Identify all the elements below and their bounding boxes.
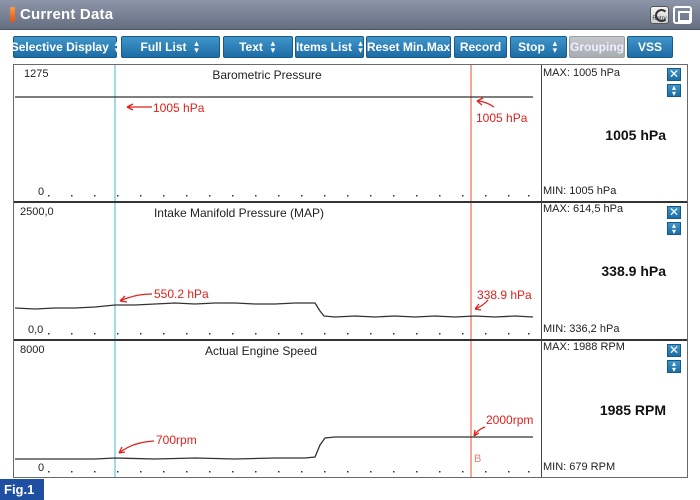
reset-min-max-button[interactable]: Reset Min.Max [366,36,451,58]
y-max-label: 2500,0 [20,206,54,218]
items-list-button[interactable]: Items List ▴ ▾ [295,36,364,58]
cursor-b-value: 2000rpm [486,413,534,427]
full-list-button[interactable]: Full List ▴ ▾ [121,36,220,58]
retry-label: Retry [652,16,667,22]
data-trace [15,302,534,318]
cursor-b-arrow [474,299,489,311]
items-list-label: Items List [296,40,353,54]
figure-label: Fig.1 [0,479,44,500]
current-value: 338.9 hPa [601,263,666,279]
cursor-b-value: 338.9 hPa [477,288,532,302]
max-value: MAX: 614,5 hPa [543,203,624,215]
stop-label: Stop [518,40,545,54]
graph-canvas [15,203,534,339]
info-barometric-pressure: MAX: 1005 hPa ✕ ▴ ▾ 1005 hPa MIN: 1005 hP… [542,65,687,201]
cursor-b-marker: B [474,453,482,465]
cursor-a-arrow [126,103,152,111]
title-marker-icon [10,7,15,22]
window-title: Current Data [20,6,114,23]
graph-canvas [15,65,533,201]
close-icon[interactable]: ✕ [667,205,681,219]
cursor-a-value: 700rpm [156,433,197,447]
cursor-b-arrow [473,426,486,437]
y-min-label: 0 [38,462,45,474]
expand-vertical-icon[interactable]: ▴ ▾ [667,360,681,374]
max-value: MAX: 1005 hPa [543,67,621,79]
expand-vertical-icon[interactable]: ▴ ▾ [667,84,681,98]
current-value: 1985 RPM [599,402,666,418]
y-max-label: 8000 [20,344,45,356]
full-list-label: Full List [140,40,187,54]
graph-actual-engine-speed[interactable]: 8000 Actual Engine Speed 0 700rpm 2000rp… [15,341,537,477]
cursor-a-arrow [119,293,153,303]
cursor-a-value: 1005 hPa [153,101,205,115]
close-icon[interactable]: ✕ [667,343,681,357]
graph-info-divider [541,65,542,477]
y-min-label: 0,0 [28,324,44,336]
vss-button[interactable]: VSS [627,36,673,58]
updown-arrow-icon: ▴ ▾ [358,38,363,55]
data-trace [15,436,533,460]
cursor-b-arrow [476,97,495,108]
cursor-a-arrow [118,440,155,454]
graph-divider [14,201,687,203]
y-max-label: 1275 [24,68,49,80]
stop-button[interactable]: Stop ▴ ▾ [510,36,567,58]
min-value: MIN: 679 RPM [543,461,616,473]
graph-canvas [15,341,533,477]
grouping-button[interactable]: Grouping [569,36,625,58]
updown-arrow-icon: ▴ ▾ [270,38,276,55]
updown-arrow-icon: ▴ ▾ [114,38,120,55]
updown-arrow-icon: ▴ ▾ [194,38,199,55]
maximize-icon[interactable] [673,6,692,24]
vss-label: VSS [637,40,662,54]
x-axis-ticks [48,195,530,197]
reset-min-max-label: Reset Min.Max [366,40,451,54]
cursor-b-value: 1005 hPa [476,111,528,125]
graph-divider [14,339,687,341]
min-value: MIN: 1005 hPa [543,185,617,197]
expand-vertical-icon[interactable]: ▴ ▾ [667,222,681,236]
graph-title: Barometric Pressure [212,68,322,82]
retry-button[interactable]: Retry [650,6,669,24]
info-actual-engine-speed: MAX: 1988 RPM ✕ ▴ ▾ 1985 RPM MIN: 679 RPM [542,341,687,477]
text-button[interactable]: Text ▴ ▾ [223,36,293,58]
max-value: MAX: 1988 RPM [543,341,625,353]
graph-barometric-pressure[interactable]: 1275 Barometric Pressure 0 1005 hPa 1005… [15,65,537,201]
x-axis-ticks [48,471,530,473]
record-label: Record [459,40,502,54]
updown-arrow-icon: ▴ ▾ [552,38,558,55]
graph-title: Intake Manifold Pressure (MAP) [153,206,325,220]
text-label: Text [239,40,263,54]
grouping-label: Grouping [570,40,624,54]
selective-display-label: Selective Display [10,40,109,54]
toolbar: Selective Display ▴ ▾ Full List ▴ ▾ Text ▴… [0,30,700,64]
current-value: 1005 hPa [605,127,666,143]
selective-display-button[interactable]: Selective Display ▴ ▾ [10,36,120,58]
y-min-label: 0 [38,186,45,198]
record-button[interactable]: Record [454,36,507,58]
graph-panel: 1275 Barometric Pressure 0 1005 hPa 1005… [13,64,688,478]
cursor-a-value: 550.2 hPa [154,287,209,301]
x-axis-ticks [48,333,530,335]
min-value: MIN: 336,2 hPa [543,323,620,335]
graph-intake-manifold-pressure[interactable]: 2500,0 Intake Manifold Pressure (MAP) 0,… [15,203,537,339]
close-icon[interactable]: ✕ [667,67,681,81]
title-bar: Current Data Retry [0,0,700,30]
info-intake-manifold-pressure: MAX: 614,5 hPa ✕ ▴ ▾ 338.9 hPa MIN: 336,2… [542,203,687,339]
graph-title: Actual Engine Speed [204,344,318,358]
